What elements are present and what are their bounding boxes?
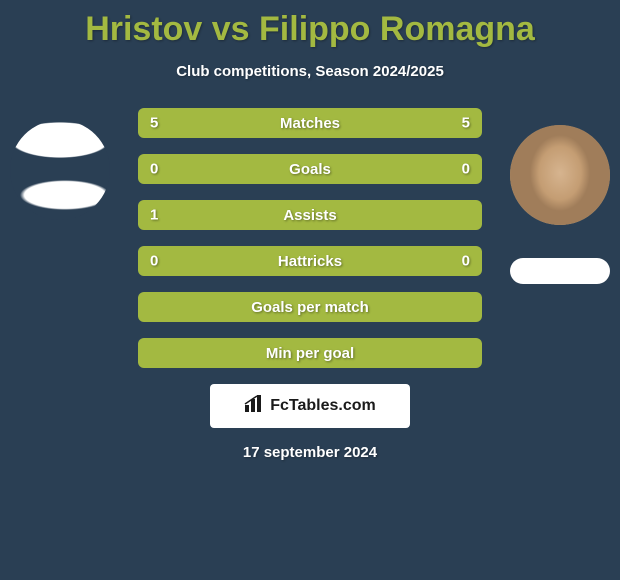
stat-right-value: 5	[462, 115, 470, 132]
attribution-text: FcTables.com	[270, 397, 376, 415]
stat-row-goals: 0 Goals 0	[138, 154, 482, 184]
stat-row-assists: 1 Assists	[138, 200, 482, 230]
stat-row-min-per-goal: Min per goal	[138, 338, 482, 368]
player-left-avatar	[10, 120, 110, 220]
stats-container: 5 Matches 5 0 Goals 0 1 Assists 0 Hattri…	[138, 108, 482, 368]
stat-label: Hattricks	[278, 253, 342, 270]
stat-label: Min per goal	[266, 345, 354, 362]
avatar-placeholder-icon	[10, 120, 110, 220]
page-title: Hristov vs Filippo Romagna	[0, 0, 620, 49]
stat-label: Matches	[280, 115, 340, 132]
stat-right-value: 0	[462, 161, 470, 178]
attribution-badge: FcTables.com	[210, 384, 410, 428]
stat-label: Goals	[289, 161, 331, 178]
page-subtitle: Club competitions, Season 2024/2025	[0, 63, 620, 80]
stat-label: Assists	[283, 207, 336, 224]
player-right-flag-pill	[510, 258, 610, 284]
stat-left-value: 5	[150, 115, 158, 132]
stat-left-value: 1	[150, 207, 158, 224]
stat-row-hattricks: 0 Hattricks 0	[138, 246, 482, 276]
stat-row-matches: 5 Matches 5	[138, 108, 482, 138]
avatar-face-icon	[510, 125, 610, 225]
stat-left-value: 0	[150, 253, 158, 270]
stat-right-value: 0	[462, 253, 470, 270]
date-line: 17 september 2024	[0, 444, 620, 461]
stat-label: Goals per match	[251, 299, 369, 316]
player-right-avatar	[510, 125, 610, 225]
stat-left-value: 0	[150, 161, 158, 178]
stat-row-goals-per-match: Goals per match	[138, 292, 482, 322]
bar-chart-icon	[244, 395, 264, 418]
